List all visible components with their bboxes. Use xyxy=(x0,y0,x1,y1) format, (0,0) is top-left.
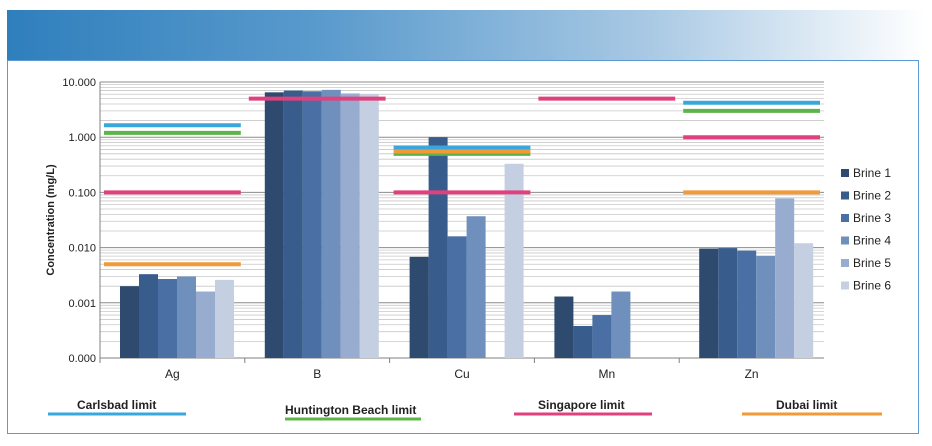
x-tick-label: Ag xyxy=(165,367,180,381)
legend-swatch xyxy=(841,191,849,200)
bar xyxy=(447,236,467,358)
bar xyxy=(573,325,593,358)
legend-swatch xyxy=(841,169,849,177)
bar xyxy=(756,255,776,358)
x-tick-label: B xyxy=(313,367,321,381)
bar xyxy=(699,248,719,358)
bar xyxy=(359,94,379,359)
bar xyxy=(592,315,612,358)
bar xyxy=(139,274,158,358)
y-tick-label: 0.000 xyxy=(68,353,96,365)
bar xyxy=(428,137,448,358)
y-tick-label: 0.001 xyxy=(68,298,96,310)
legend-label: Brine 2 xyxy=(853,189,891,203)
bar xyxy=(321,89,341,358)
bar xyxy=(302,91,322,358)
legend-label: Brine 3 xyxy=(853,211,891,225)
y-tick-label: 1.000 xyxy=(68,132,96,144)
legend-swatch xyxy=(841,236,849,245)
bar xyxy=(215,279,234,358)
bar xyxy=(611,291,631,358)
bar xyxy=(196,291,215,358)
bar xyxy=(737,250,757,358)
bar xyxy=(264,92,284,358)
legend-label: Brine 5 xyxy=(853,256,891,270)
legend-label: Brine 1 xyxy=(853,166,891,180)
bar xyxy=(718,248,738,358)
limit-legend-label: Singapore limit xyxy=(538,398,625,412)
bar xyxy=(794,243,814,358)
bar xyxy=(158,278,177,358)
y-tick-label: 0.010 xyxy=(68,243,96,255)
bar xyxy=(775,198,795,358)
y-tick-label: 0.100 xyxy=(68,187,96,199)
bar xyxy=(554,296,574,358)
chart-frame xyxy=(7,60,919,434)
bar xyxy=(340,93,360,359)
y-axis-title: Concentration (mg/L) xyxy=(45,164,57,276)
bar xyxy=(504,163,524,358)
legend-label: Brine 6 xyxy=(853,279,891,293)
bar xyxy=(177,276,196,358)
bar xyxy=(409,256,429,358)
bar xyxy=(466,216,486,358)
bar xyxy=(120,286,139,358)
x-tick-label: Mn xyxy=(598,367,615,381)
bar xyxy=(283,90,303,358)
x-tick-label: Zn xyxy=(745,367,759,381)
x-tick-label: Cu xyxy=(454,367,469,381)
legend-swatch xyxy=(841,214,849,222)
limit-legend-label: Huntington Beach limit xyxy=(285,403,416,417)
legend-swatch xyxy=(841,281,849,290)
legend-swatch xyxy=(841,259,849,267)
header-banner xyxy=(7,10,925,60)
limit-legend-label: Dubai limit xyxy=(776,398,837,412)
legend-label: Brine 4 xyxy=(853,234,891,248)
y-tick-label: 10.000 xyxy=(62,77,96,89)
limit-legend-label: Carlsbad limit xyxy=(77,398,156,412)
